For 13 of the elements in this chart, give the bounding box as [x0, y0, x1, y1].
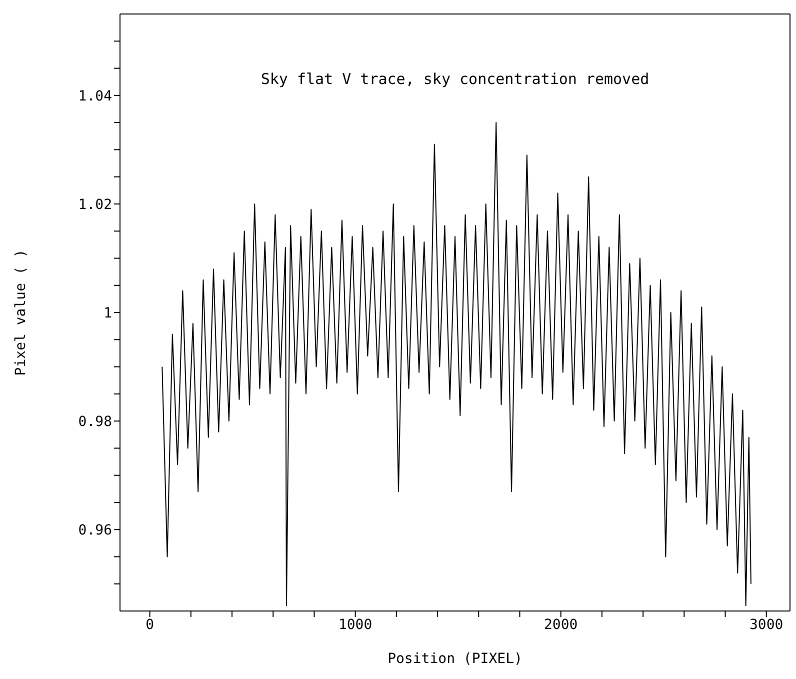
- line-series: [162, 122, 752, 606]
- x-tick-label: 1000: [338, 616, 372, 633]
- y-tick-label: 1.04: [78, 88, 112, 104]
- y-tick-label: 0.98: [78, 414, 112, 430]
- x-tick-label: 0: [146, 616, 154, 633]
- y-tick-label: 1.02: [78, 196, 112, 213]
- y-axis-title: Pixel value ( ): [12, 249, 29, 376]
- x-tick-label: 2000: [544, 616, 578, 633]
- text: Sky flat V trace, sky concentration removed: [260, 70, 650, 88]
- y-tick-label: 1: [104, 305, 112, 322]
- x-axis-title: Position (PIXEL): [388, 651, 522, 667]
- x-tick-label: 3000: [750, 616, 784, 633]
- y-tick-label: 0.96: [78, 522, 112, 539]
